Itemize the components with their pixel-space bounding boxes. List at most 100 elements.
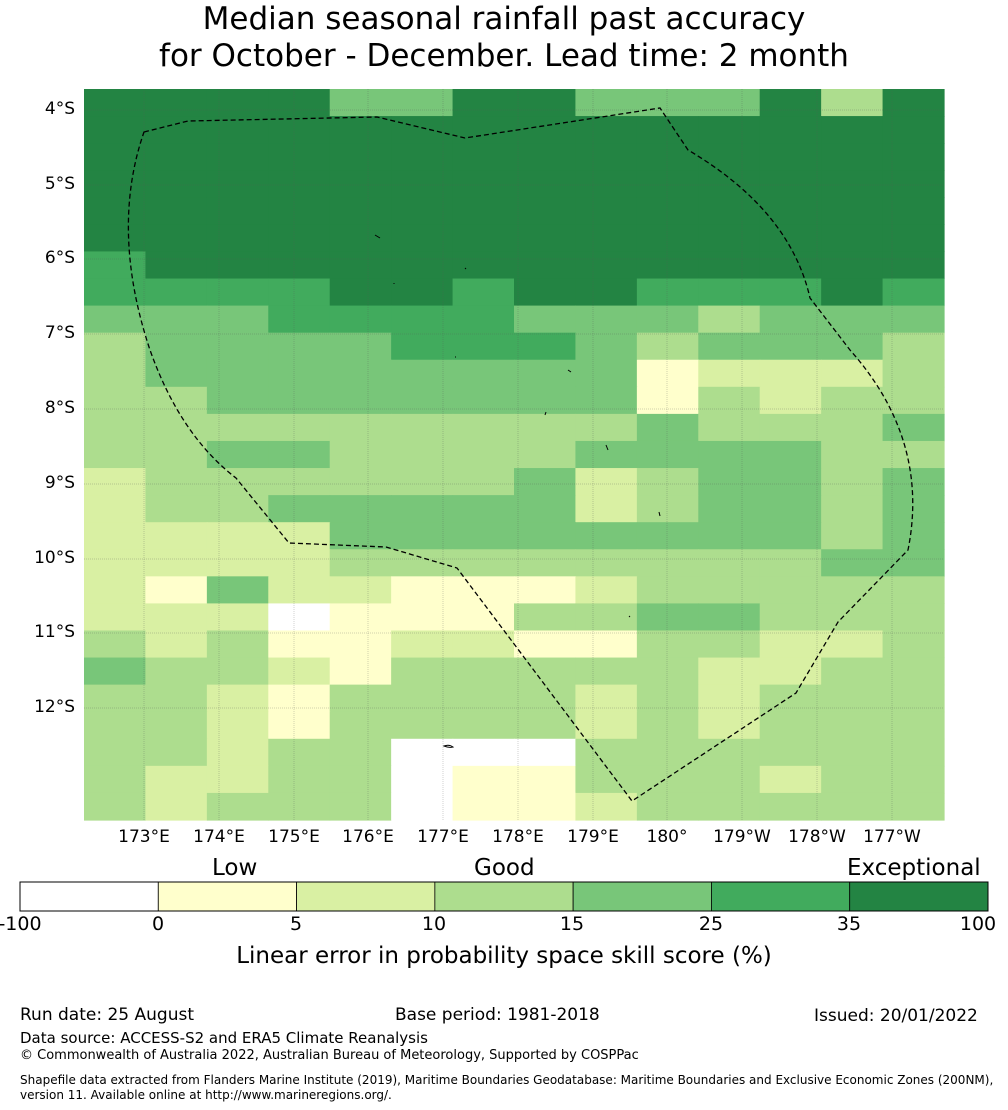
skill-cell [452,657,515,686]
skill-cell [145,359,208,388]
skill-cell [206,89,269,117]
skill-cell [452,684,515,713]
skill-cell [145,630,208,659]
skill-cell [514,765,577,794]
skill-cell [575,359,638,388]
lat-label: 10°S [34,548,75,568]
skill-cell [882,738,945,767]
skill-cell [514,440,577,469]
skill-cell [821,332,884,361]
skill-cell [268,684,331,713]
skill-cell [575,89,638,117]
skill-cell [882,711,945,740]
skill-cell [329,413,392,442]
lon-label: 179°E [567,827,619,847]
skill-cell [882,413,945,442]
skill-cell [452,738,515,767]
skill-cell [698,170,761,198]
colorbar-swatch [19,881,159,912]
skill-cell [636,738,699,767]
skill-cell [268,143,331,171]
skill-cell [452,468,515,496]
skill-cell [206,549,269,577]
skill-cell [698,657,761,686]
skill-cell [206,440,269,469]
skill-cell [329,332,392,361]
skill-cell [514,549,577,577]
skill-cell [636,468,699,496]
skill-cell [514,711,577,740]
skill-cell [759,711,822,740]
skill-cell [821,413,884,442]
colorbar-tick: 35 [836,913,862,935]
skill-cell [882,792,945,821]
island-outline [605,444,609,451]
lat-label: 7°S [44,323,75,343]
skill-cell [268,116,331,144]
skill-cell [145,305,208,334]
skill-cell [329,711,392,740]
skill-cell [575,197,638,225]
colorbar-tick: 25 [698,913,724,935]
skill-cell [268,440,331,469]
skill-cell [821,495,884,523]
skill-cell [759,630,822,659]
skill-cell [821,278,884,307]
skill-cell [329,89,392,117]
skill-cell [452,224,515,253]
colorbar-frame [19,881,989,912]
skill-cell [882,440,945,469]
skill-cell [84,576,147,604]
lat-label: 5°S [44,174,75,194]
skill-cell [698,332,761,361]
skill-grid [84,89,945,821]
skill-cell [821,684,884,713]
skill-cell [698,792,761,821]
skill-cell [759,576,822,604]
skill-cell [268,495,331,523]
skill-cell [145,170,208,198]
skill-cell [514,792,577,821]
skill-cell [391,549,454,577]
skill-cell [698,386,761,415]
skill-cell [514,495,577,523]
skill-cell [206,359,269,388]
skill-cell [636,359,699,388]
skill-cell [391,792,454,821]
skill-cell [145,89,208,117]
skill-cell [268,468,331,496]
skill-cell [268,359,331,388]
skill-cell [575,522,638,550]
skill-cell [452,305,515,334]
skill-cell [636,765,699,794]
skill-cell [391,711,454,740]
skill-cell [268,765,331,794]
skill-cell [84,522,147,550]
skill-cell [514,332,577,361]
skill-cell [206,468,269,496]
skill-cell [329,495,392,523]
skill-cell [636,630,699,659]
skill-cell [84,684,147,713]
skill-cell [391,576,454,604]
skill-cell [206,170,269,198]
skill-cell [84,657,147,686]
skill-cell [882,170,945,198]
skill-cell [575,549,638,577]
skill-cell [821,116,884,144]
skill-cell [268,603,331,632]
skill-cell [636,332,699,361]
skill-cell [391,305,454,334]
skill-cell [575,251,638,280]
skill-cell [268,576,331,604]
island-outline [567,369,572,373]
colorbar-swatch [157,881,297,912]
skill-cell [575,468,638,496]
skill-cell [206,332,269,361]
skill-cell [759,657,822,686]
skill-cell [698,197,761,225]
skill-cell [821,224,884,253]
skill-cell [575,792,638,821]
skill-cell [575,116,638,144]
run-date: Run date: 25 August [20,1005,194,1025]
